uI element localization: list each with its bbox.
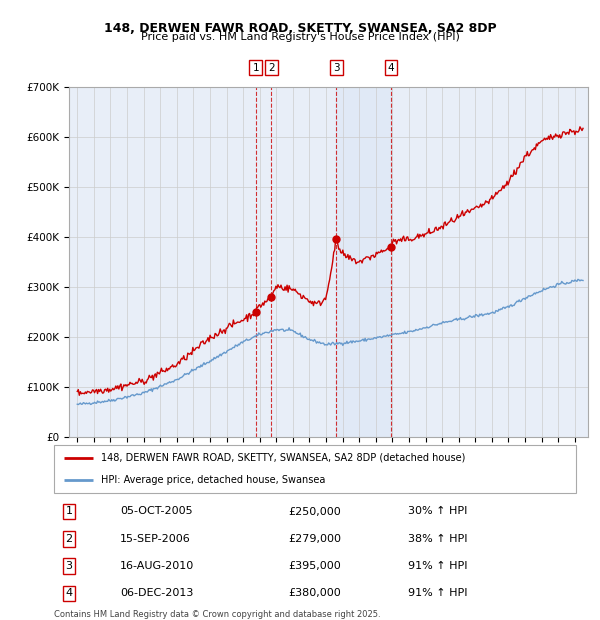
- Text: Contains HM Land Registry data © Crown copyright and database right 2025.: Contains HM Land Registry data © Crown c…: [54, 610, 380, 619]
- Text: 3: 3: [333, 63, 340, 73]
- Text: £279,000: £279,000: [288, 534, 341, 544]
- Text: £395,000: £395,000: [288, 561, 341, 571]
- Text: HPI: Average price, detached house, Swansea: HPI: Average price, detached house, Swan…: [101, 475, 325, 485]
- Text: 05-OCT-2005: 05-OCT-2005: [120, 507, 193, 516]
- Text: 1: 1: [253, 63, 259, 73]
- Text: 148, DERWEN FAWR ROAD, SKETTY, SWANSEA, SA2 8DP (detached house): 148, DERWEN FAWR ROAD, SKETTY, SWANSEA, …: [101, 453, 466, 463]
- Text: 06-DEC-2013: 06-DEC-2013: [120, 588, 193, 598]
- Text: 15-SEP-2006: 15-SEP-2006: [120, 534, 191, 544]
- Text: 3: 3: [65, 561, 73, 571]
- Text: 4: 4: [65, 588, 73, 598]
- Bar: [336, 87, 391, 437]
- Text: 16-AUG-2010: 16-AUG-2010: [120, 561, 194, 571]
- Text: 4: 4: [388, 63, 394, 73]
- Text: 30% ↑ HPI: 30% ↑ HPI: [408, 507, 467, 516]
- Text: 2: 2: [65, 534, 73, 544]
- Text: £250,000: £250,000: [288, 507, 341, 516]
- FancyBboxPatch shape: [54, 445, 576, 493]
- Text: 91% ↑ HPI: 91% ↑ HPI: [408, 561, 467, 571]
- Text: 148, DERWEN FAWR ROAD, SKETTY, SWANSEA, SA2 8DP: 148, DERWEN FAWR ROAD, SKETTY, SWANSEA, …: [104, 22, 496, 35]
- Text: £380,000: £380,000: [288, 588, 341, 598]
- Text: 2: 2: [268, 63, 275, 73]
- Text: 91% ↑ HPI: 91% ↑ HPI: [408, 588, 467, 598]
- Text: Price paid vs. HM Land Registry's House Price Index (HPI): Price paid vs. HM Land Registry's House …: [140, 32, 460, 42]
- Text: 38% ↑ HPI: 38% ↑ HPI: [408, 534, 467, 544]
- Text: 1: 1: [65, 507, 73, 516]
